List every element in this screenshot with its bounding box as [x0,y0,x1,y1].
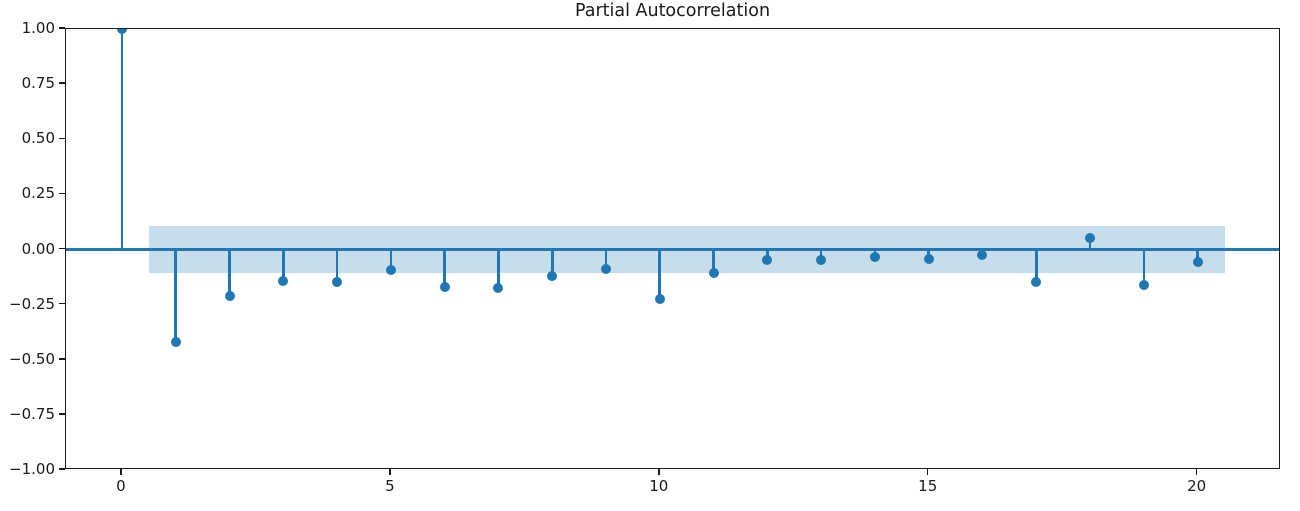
y-tick-mark [59,413,65,415]
marker-lag-16 [977,249,988,260]
stem-lag-8 [550,249,554,276]
stem-lag-3 [281,249,285,282]
y-tick-mark [59,192,65,195]
stem-lag-18 [1088,237,1092,250]
stem-lag-11 [712,249,715,273]
x-tick-mark [1195,469,1198,475]
zero-line [66,248,1279,251]
marker-lag-14 [869,251,880,262]
stem-lag-17 [1034,249,1038,283]
y-tick-label: 0.25 [21,184,55,203]
x-tick-mark [120,469,122,475]
marker-lag-6 [439,281,450,292]
marker-lag-10 [654,294,665,305]
x-tick-label: 20 [1187,477,1207,495]
y-tick-label: −0.25 [9,294,55,313]
y-tick-label: 0.75 [21,74,55,93]
marker-lag-2 [224,291,235,302]
x-tick-mark [389,469,391,475]
y-tick-label: −0.50 [9,349,55,368]
marker-lag-15 [923,253,934,264]
y-tick-mark [59,137,65,139]
y-tick-mark [59,358,65,360]
stem-lag-5 [389,249,393,270]
marker-lag-8 [547,270,558,281]
y-tick-label: −1.00 [9,460,55,478]
marker-lag-12 [762,254,773,265]
stem-lag-20 [1196,249,1199,263]
marker-lag-17 [1031,277,1042,288]
y-tick-mark [59,247,65,250]
y-tick-label: 0.00 [21,239,55,258]
x-tick-label: 5 [385,477,395,495]
marker-lag-13 [816,255,827,266]
marker-lag-7 [493,283,504,294]
stem-lag-19 [1142,249,1146,285]
marker-lag-18 [1085,232,1096,243]
y-tick-label: 0.50 [21,129,55,148]
chart-title: Partial Autocorrelation [574,1,771,21]
y-tick-mark [59,302,65,305]
y-tick-label: 1.00 [21,19,55,37]
x-tick-label: 0 [116,477,126,495]
marker-lag-20 [1192,257,1203,268]
plot-area [65,28,1280,469]
stem-lag-10 [658,249,662,300]
stem-lag-0 [120,29,124,250]
x-tick-mark [926,469,929,475]
x-tick-label: 15 [918,477,938,495]
x-tick-label: 10 [649,477,669,495]
y-tick-label: −0.75 [9,404,55,423]
marker-lag-19 [1138,280,1149,290]
marker-lag-5 [385,264,396,275]
marker-lag-1 [170,337,181,348]
stem-lag-12 [766,249,769,260]
y-tick-mark [59,27,65,29]
stem-lag-4 [335,249,339,283]
marker-lag-3 [278,276,289,287]
stem-lag-1 [174,249,177,343]
x-tick-mark [658,469,660,475]
y-tick-mark [59,468,65,470]
marker-lag-9 [601,263,611,274]
marker-lag-4 [332,277,343,288]
marker-lag-0 [116,29,127,34]
stem-lag-6 [443,249,446,287]
stem-lag-13 [819,249,823,261]
stem-lag-2 [228,249,231,297]
stem-lag-7 [497,249,500,289]
marker-lag-11 [708,267,719,278]
y-tick-mark [59,82,65,84]
stem-lag-9 [604,249,608,269]
